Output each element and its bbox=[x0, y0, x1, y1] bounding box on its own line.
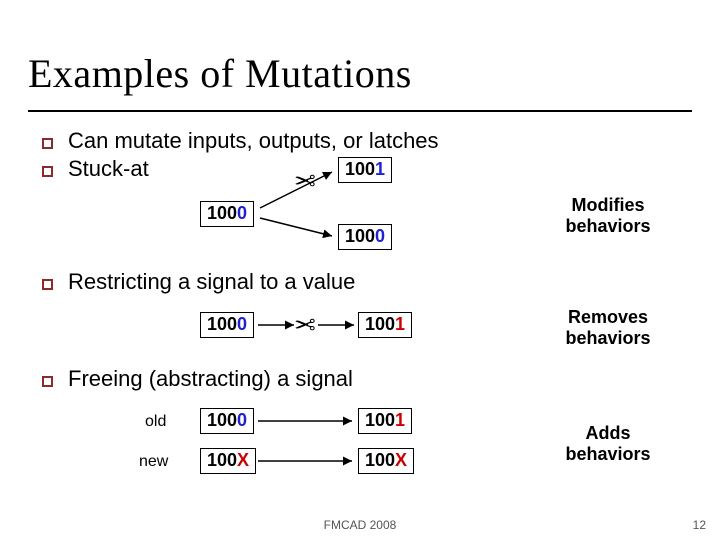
arrow-stuckat-top bbox=[256, 170, 336, 210]
bullet-text-2: Stuck-at bbox=[68, 156, 149, 182]
side-label-line1: Modifies bbox=[571, 195, 644, 215]
value-prefix: 100 bbox=[345, 226, 375, 246]
side-label-adds: Adds behaviors bbox=[538, 423, 678, 465]
value-suffix-highlight: 0 bbox=[237, 410, 247, 430]
value-suffix-highlight: 0 bbox=[375, 226, 385, 246]
value-suffix-highlight: X bbox=[395, 450, 407, 470]
value-prefix: 100 bbox=[345, 159, 375, 179]
value-box-free-new-right: 100X bbox=[358, 448, 414, 474]
side-label-line1: Adds bbox=[586, 423, 631, 443]
bullet-text-4: Freeing (abstracting) a signal bbox=[68, 366, 353, 392]
side-label-removes: Removes behaviors bbox=[538, 307, 678, 349]
value-suffix-highlight: 1 bbox=[395, 314, 405, 334]
value-suffix-highlight: 0 bbox=[237, 314, 247, 334]
new-label: new bbox=[139, 453, 168, 471]
value-box-free-old-right: 1001 bbox=[358, 408, 412, 434]
value-box-stuckat-top: 1001 bbox=[338, 157, 392, 183]
bullet-marker bbox=[42, 279, 53, 290]
side-label-line2: behaviors bbox=[565, 444, 650, 464]
footer-center: FMCAD 2008 bbox=[0, 518, 720, 532]
value-box-stuckat-left: 1000 bbox=[200, 201, 254, 227]
footer-page-number: 12 bbox=[693, 518, 706, 532]
value-prefix: 100 bbox=[207, 450, 237, 470]
value-box-stuckat-bottom: 1000 bbox=[338, 224, 392, 250]
value-box-free-old-left: 1000 bbox=[200, 408, 254, 434]
value-box-restrict-left: 1000 bbox=[200, 312, 254, 338]
slide-title: Examples of Mutations bbox=[28, 50, 412, 97]
old-label: old bbox=[145, 413, 166, 431]
value-prefix: 100 bbox=[207, 203, 237, 223]
value-prefix: 100 bbox=[207, 410, 237, 430]
bullet-marker bbox=[42, 376, 53, 387]
value-prefix: 100 bbox=[207, 314, 237, 334]
arrow-free-row1 bbox=[256, 416, 356, 426]
bullet-marker bbox=[42, 166, 53, 177]
value-prefix: 100 bbox=[365, 314, 395, 334]
value-prefix: 100 bbox=[365, 410, 395, 430]
side-label-modifies: Modifies behaviors bbox=[538, 195, 678, 237]
value-prefix: 100 bbox=[365, 450, 395, 470]
value-box-restrict-right: 1001 bbox=[358, 312, 412, 338]
arrow-stuckat-bottom bbox=[256, 218, 336, 242]
bullet-text-1: Can mutate inputs, outputs, or latches bbox=[68, 128, 439, 154]
value-suffix-highlight: 1 bbox=[375, 159, 385, 179]
title-underline bbox=[28, 110, 692, 112]
arrow-free-row2 bbox=[256, 456, 356, 466]
arrow-restrict-left bbox=[256, 320, 298, 330]
value-suffix-highlight: 1 bbox=[395, 410, 405, 430]
value-suffix-highlight: 0 bbox=[237, 203, 247, 223]
side-label-line2: behaviors bbox=[565, 216, 650, 236]
side-label-line2: behaviors bbox=[565, 328, 650, 348]
arrow-restrict-right bbox=[316, 320, 358, 330]
bullet-marker bbox=[42, 138, 53, 149]
bullet-text-3: Restricting a signal to a value bbox=[68, 269, 355, 295]
side-label-line1: Removes bbox=[568, 307, 648, 327]
value-suffix-highlight: X bbox=[237, 450, 249, 470]
value-box-free-new-left: 100X bbox=[200, 448, 256, 474]
